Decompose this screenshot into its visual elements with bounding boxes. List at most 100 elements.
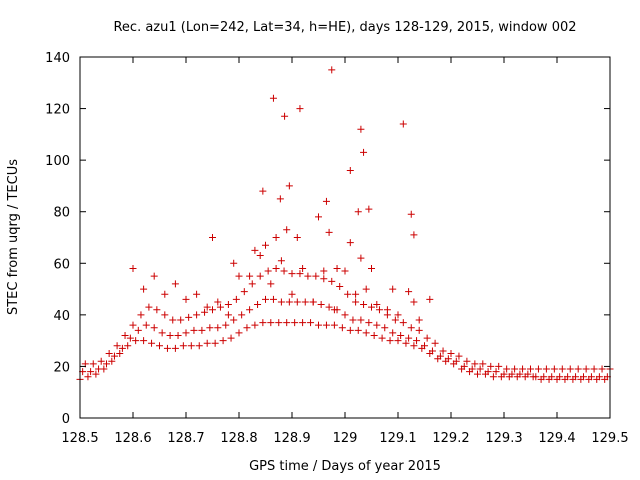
data-point <box>436 352 444 360</box>
data-point <box>171 344 179 352</box>
data-point <box>373 301 381 309</box>
data-point <box>399 120 407 128</box>
data-point <box>132 337 140 345</box>
data-point <box>124 342 132 350</box>
data-point <box>402 339 410 347</box>
data-point <box>209 306 216 314</box>
data-point <box>113 342 121 350</box>
data-point <box>121 331 129 339</box>
x-tick-label: 128.9 <box>273 431 310 446</box>
y-tick-label: 140 <box>45 51 70 66</box>
data-point <box>145 303 153 311</box>
data-point <box>548 373 556 381</box>
data-point <box>281 112 289 120</box>
data-point <box>209 234 216 241</box>
data-point <box>227 334 235 342</box>
data-point <box>489 373 497 381</box>
data-point <box>224 301 232 309</box>
data-point <box>383 306 391 314</box>
data-points <box>76 66 614 383</box>
data-point <box>256 272 264 280</box>
y-tick-label: 120 <box>45 103 70 118</box>
data-point <box>137 311 145 319</box>
data-point <box>550 365 558 373</box>
data-point <box>193 290 201 298</box>
data-point <box>254 301 262 309</box>
data-point <box>285 182 293 190</box>
data-point <box>542 365 550 373</box>
x-tick-label: 128.8 <box>220 431 257 446</box>
y-axis-label: STEC from uqrg / TECUs <box>6 159 21 315</box>
data-point <box>108 357 116 365</box>
data-point <box>148 339 156 347</box>
data-point <box>235 272 243 280</box>
data-point <box>352 290 360 298</box>
data-point <box>296 105 304 113</box>
data-point <box>153 306 161 314</box>
data-point <box>262 241 269 249</box>
data-point <box>195 342 203 350</box>
data-point <box>394 311 402 319</box>
data-point <box>246 306 254 314</box>
data-point <box>276 195 284 203</box>
data-point <box>187 342 195 350</box>
data-point <box>354 208 362 216</box>
data-point <box>203 339 211 347</box>
data-point <box>171 280 179 288</box>
data-point <box>381 324 389 332</box>
data-point <box>476 365 484 373</box>
data-point <box>315 213 322 221</box>
data-point <box>330 321 338 329</box>
data-point <box>129 264 137 272</box>
data-point <box>150 272 158 280</box>
data-point <box>360 148 368 156</box>
data-point <box>190 326 198 334</box>
data-point <box>399 319 407 327</box>
data-point <box>158 329 166 337</box>
data-point <box>309 298 317 306</box>
data-point <box>431 339 439 347</box>
data-point <box>118 344 126 352</box>
data-point <box>447 350 455 358</box>
x-tick-label: 129.2 <box>432 431 469 446</box>
data-point <box>373 321 381 329</box>
x-tick-label: 129.3 <box>485 431 522 446</box>
data-point <box>251 246 259 254</box>
data-point <box>166 331 174 339</box>
data-point <box>410 298 418 306</box>
data-point <box>357 316 365 324</box>
x-tick-label: 129.4 <box>538 431 575 446</box>
data-point <box>511 365 519 373</box>
data-point <box>444 355 452 363</box>
data-point <box>232 295 240 303</box>
data-point <box>341 267 349 275</box>
data-point <box>140 285 148 293</box>
data-point <box>275 319 283 327</box>
data-point <box>421 342 428 350</box>
data-point <box>357 125 365 133</box>
data-point <box>378 334 386 342</box>
data-point <box>182 329 190 337</box>
data-point <box>598 365 606 373</box>
data-point <box>267 319 275 327</box>
data-point <box>452 357 460 365</box>
data-point <box>516 370 524 378</box>
data-point <box>214 298 222 306</box>
data-point <box>508 370 516 378</box>
data-point <box>527 365 534 373</box>
data-point <box>203 303 211 311</box>
data-point <box>291 319 299 327</box>
y-tick-label: 100 <box>45 154 70 169</box>
data-point <box>296 270 304 278</box>
data-point <box>574 365 582 373</box>
data-point <box>185 313 193 321</box>
data-point <box>299 264 307 272</box>
y-tick-label: 60 <box>53 257 70 272</box>
data-point <box>161 311 169 319</box>
data-point <box>103 360 110 368</box>
data-point <box>389 329 397 337</box>
x-tick-label: 128.5 <box>61 431 98 446</box>
data-point <box>179 342 187 350</box>
data-point <box>285 298 293 306</box>
x-tick-label: 129.5 <box>591 431 628 446</box>
